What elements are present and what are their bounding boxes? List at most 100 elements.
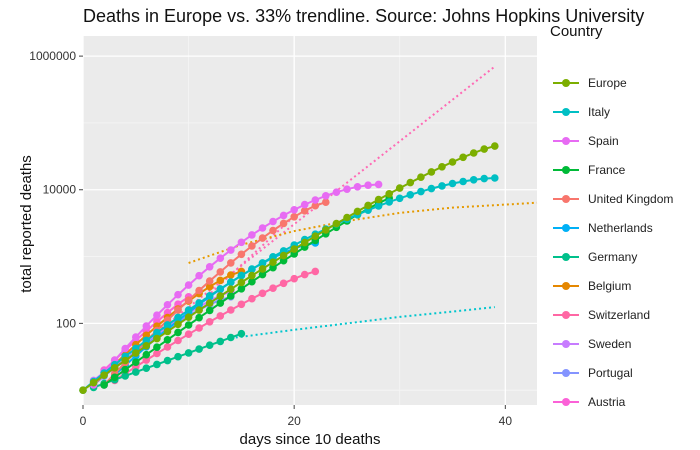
data-point	[216, 254, 225, 262]
data-point	[174, 306, 182, 314]
x-tick-label: 0	[80, 414, 87, 428]
plot-background	[83, 36, 537, 405]
data-point	[311, 196, 320, 204]
data-point	[227, 306, 235, 314]
data-point	[163, 356, 172, 365]
series-line	[103, 197, 390, 386]
data-point	[174, 290, 182, 299]
legend-label: Belgium	[588, 279, 631, 293]
legend-item-france[interactable]: France	[553, 163, 626, 177]
legend-item-austria[interactable]: Austria	[553, 395, 626, 409]
data-point	[417, 187, 425, 196]
data-point	[132, 358, 140, 367]
trendline	[82, 65, 496, 391]
data-point	[121, 372, 129, 380]
data-point	[216, 312, 225, 320]
data-point	[343, 213, 351, 222]
data-point	[353, 183, 362, 191]
x-axis-ticks: 0 20 40	[80, 405, 512, 428]
data-point	[237, 300, 246, 309]
data-point	[205, 299, 214, 307]
legend-swatch-marker	[562, 195, 570, 203]
legend-item-portugal[interactable]: Portugal	[553, 366, 633, 380]
data-point	[205, 292, 214, 300]
data-point	[184, 330, 193, 339]
data-point	[480, 174, 489, 183]
legend[interactable]: Europe Italy Spain France United Kingdom Neth…	[553, 76, 673, 409]
data-point	[248, 277, 256, 286]
legend-item-germany[interactable]: Germany	[553, 250, 637, 264]
data-point	[374, 202, 383, 210]
legend-item-sweden[interactable]: Sweden	[553, 337, 631, 351]
legend-label: Portugal	[588, 366, 633, 380]
data-point	[142, 342, 151, 350]
data-point	[174, 352, 182, 361]
data-point	[142, 364, 151, 373]
data-point	[142, 322, 151, 330]
data-point	[258, 289, 267, 298]
trendline	[230, 306, 495, 340]
data-point	[364, 201, 372, 210]
legend-item-switzerland[interactable]: Switzerland	[553, 308, 650, 322]
data-point	[153, 328, 161, 337]
data-point	[332, 219, 341, 228]
x-tick-label: 20	[287, 414, 301, 428]
data-point	[237, 250, 246, 259]
data-point	[248, 265, 256, 273]
data-point	[153, 349, 161, 358]
data-point	[427, 184, 436, 193]
data-point	[279, 219, 288, 228]
data-point	[195, 299, 203, 307]
data-point	[195, 313, 203, 322]
data-point	[153, 311, 161, 320]
legend-item-netherlands[interactable]: Netherlands	[553, 221, 653, 235]
data-point	[322, 226, 330, 234]
legend-item-spain[interactable]: Spain	[553, 134, 619, 148]
data-point	[121, 344, 129, 353]
data-point	[153, 360, 161, 369]
data-point	[195, 271, 203, 280]
legend-item-united-kingdom[interactable]: United Kingdom	[553, 192, 673, 206]
data-point	[205, 318, 214, 326]
data-point	[290, 245, 299, 253]
legend-swatch-marker	[562, 311, 570, 319]
data-point	[195, 345, 203, 353]
data-point	[153, 334, 161, 343]
data-point	[79, 386, 87, 395]
data-point	[142, 356, 151, 364]
data-point	[269, 217, 277, 226]
legend-item-europe[interactable]: Europe	[553, 76, 627, 90]
data-point	[163, 343, 172, 351]
legend-swatch-marker	[562, 224, 570, 232]
legend-title: Country	[550, 23, 603, 40]
data-point	[311, 232, 320, 240]
data-point	[438, 182, 446, 190]
legend-swatch-marker	[562, 398, 570, 406]
y-axis-title: total reported deaths	[18, 155, 35, 293]
data-point	[184, 281, 193, 289]
trendline	[188, 201, 538, 264]
data-point	[269, 226, 277, 235]
data-point	[110, 364, 119, 372]
data-point	[163, 327, 172, 336]
data-point	[216, 285, 225, 293]
legend-label: Netherlands	[588, 221, 653, 235]
legend-item-italy[interactable]: Italy	[553, 105, 610, 119]
legend-label: Italy	[588, 105, 610, 119]
legend-swatch-marker	[562, 282, 570, 290]
data-point	[290, 213, 299, 221]
data-point	[89, 378, 98, 387]
data-point	[227, 246, 235, 254]
data-point	[184, 306, 193, 314]
data-point	[279, 279, 288, 288]
data-point	[248, 231, 256, 239]
data-point	[311, 267, 320, 276]
data-point	[132, 333, 140, 341]
data-point	[322, 198, 330, 206]
data-point	[427, 168, 436, 176]
legend-item-belgium[interactable]: Belgium	[553, 279, 631, 293]
data-point	[205, 282, 214, 291]
data-point	[216, 276, 225, 285]
data-point	[153, 343, 161, 352]
grid-minor	[83, 36, 537, 405]
